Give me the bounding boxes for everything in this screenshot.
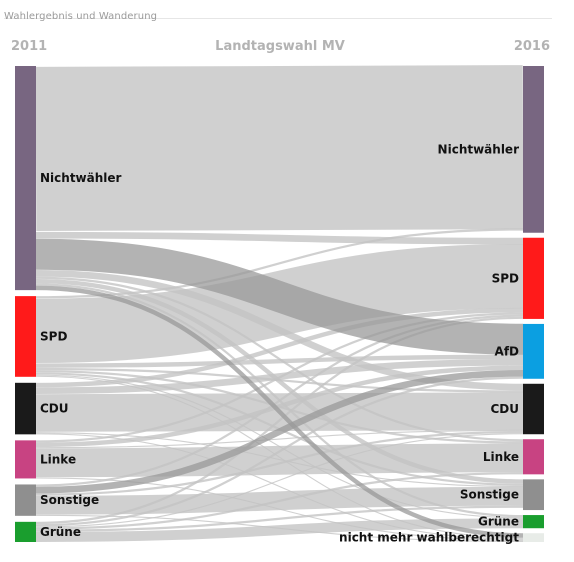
flow-linke-to-afd[interactable]	[35, 365, 524, 448]
left-label-sonst: Sonstige	[40, 493, 99, 507]
flow-nw-to-afd[interactable]	[35, 238, 524, 355]
right-label-afd: AfD	[495, 344, 520, 358]
right-node-linke[interactable]	[523, 439, 544, 475]
left-label-spd: SPD	[40, 329, 67, 343]
left-node-cdu[interactable]	[15, 382, 36, 435]
flow-spd-to-nw[interactable]	[35, 228, 524, 299]
flow-nw-to-nmw[interactable]	[35, 285, 524, 538]
right-node-gruene[interactable]	[523, 515, 544, 529]
flow-gruene-to-afd[interactable]	[35, 376, 524, 527]
diagram-title: Landtagswahl MV	[215, 39, 345, 54]
left-label-gruene: Grüne	[40, 525, 81, 539]
right-label-cdu: CDU	[490, 402, 519, 416]
flow-nw-to-spd[interactable]	[35, 231, 524, 245]
left-label-linke: Linke	[40, 452, 76, 466]
right-label-nw: Nichtwähler	[438, 142, 520, 156]
right-node-nmw[interactable]	[523, 533, 544, 542]
flow-sonst-to-cdu[interactable]	[35, 430, 524, 496]
right-label-sonst: Sonstige	[460, 488, 519, 502]
year-right: 2016	[514, 39, 550, 54]
flow-layer	[35, 65, 524, 543]
flow-cdu-to-spd[interactable]	[35, 307, 524, 388]
flow-linke-to-linke[interactable]	[35, 443, 524, 478]
right-node-afd[interactable]	[523, 323, 544, 379]
right-node-sonst[interactable]	[523, 479, 544, 511]
node-layer	[15, 66, 544, 542]
flow-spd-to-cdu[interactable]	[35, 367, 524, 393]
tab-header: Wahlergebnis und Wanderung	[4, 4, 552, 22]
tab-label[interactable]: Wahlergebnis und Wanderung	[4, 11, 158, 22]
label-layer: Nichtwähler SPD CDU Linke Sonstige Grüne Nicht…	[40, 142, 519, 544]
left-node-nw[interactable]	[15, 66, 36, 291]
left-node-sonst[interactable]	[15, 484, 36, 516]
left-node-gruene[interactable]	[15, 521, 36, 542]
flow-gruene-to-sonst[interactable]	[35, 505, 524, 532]
right-label-gruene: Grüne	[478, 515, 519, 529]
flow-nw-to-nw[interactable]	[35, 65, 524, 231]
right-node-nw[interactable]	[523, 66, 544, 233]
flow-spd-to-afd[interactable]	[35, 354, 524, 368]
year-left: 2011	[11, 39, 47, 54]
flow-gruene-to-linke[interactable]	[35, 472, 524, 530]
right-node-spd[interactable]	[523, 237, 544, 319]
left-node-spd[interactable]	[15, 296, 36, 377]
right-node-cdu[interactable]	[523, 383, 544, 435]
right-label-spd: SPD	[492, 271, 519, 285]
left-label-cdu: CDU	[40, 402, 69, 416]
left-label-nw: Nichtwähler	[40, 171, 122, 185]
right-label-nmw: nicht mehr wahlberechtigt	[339, 531, 519, 545]
left-node-linke[interactable]	[15, 440, 36, 479]
flow-gruene-to-cdu[interactable]	[35, 433, 524, 528]
flow-sonst-to-afd[interactable]	[35, 369, 524, 494]
right-label-linke: Linke	[483, 450, 519, 464]
flow-linke-to-cdu[interactable]	[35, 429, 524, 449]
